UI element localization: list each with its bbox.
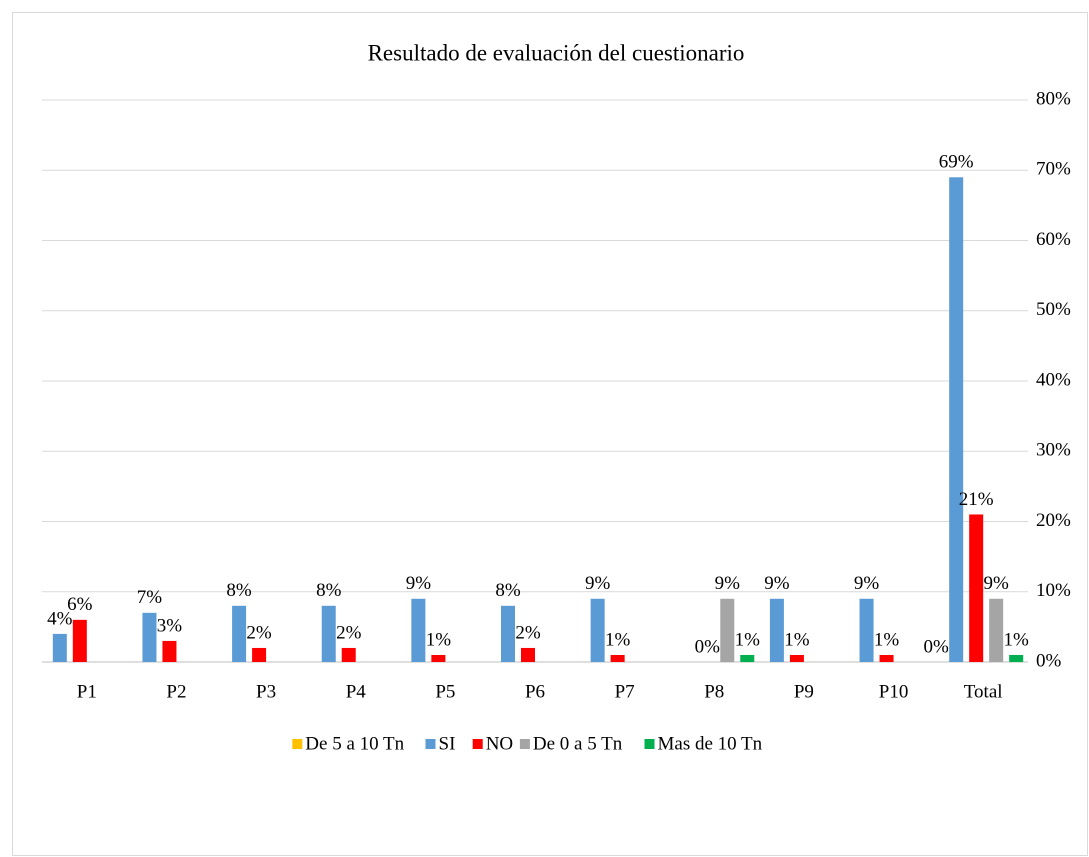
x-tick-label: P4 xyxy=(346,681,367,702)
bar xyxy=(52,633,67,662)
y-tick-label: 80% xyxy=(1036,88,1071,109)
bar xyxy=(789,654,804,662)
bar xyxy=(610,654,625,662)
x-tick-label: P1 xyxy=(77,681,97,702)
legend-swatch xyxy=(644,739,655,749)
data-label: 8% xyxy=(316,580,342,601)
y-tick-label: 20% xyxy=(1036,510,1071,531)
bar xyxy=(769,598,784,662)
bar xyxy=(232,605,247,662)
data-label: 2% xyxy=(515,622,541,643)
legend-swatch xyxy=(425,739,436,749)
legend-label: De 0 a 5 Tn xyxy=(533,733,623,754)
x-tick-label: P5 xyxy=(435,681,455,702)
data-label: 1% xyxy=(874,629,900,650)
bar xyxy=(521,647,535,662)
bar xyxy=(720,598,735,662)
data-label: 8% xyxy=(495,580,521,601)
legend-label: De 5 a 10 Tn xyxy=(305,733,404,754)
legend-label: Mas de 10 Tn xyxy=(658,733,763,754)
y-tick-label: 40% xyxy=(1036,369,1071,390)
data-label: 4% xyxy=(47,608,73,629)
data-label: 1% xyxy=(784,629,810,650)
data-label: 69% xyxy=(939,152,974,173)
legend-swatch xyxy=(519,739,530,749)
y-tick-label: 50% xyxy=(1036,299,1071,320)
chart-frame xyxy=(12,12,1088,856)
x-tick-label: P10 xyxy=(879,681,909,702)
bar xyxy=(142,612,157,662)
x-tick-label: P2 xyxy=(166,681,186,702)
legend-label: NO xyxy=(486,733,513,754)
data-label: 6% xyxy=(67,594,93,615)
bar xyxy=(740,654,755,662)
legend-swatch xyxy=(292,739,303,749)
data-label: 1% xyxy=(426,629,452,650)
bar xyxy=(1009,654,1024,662)
bar xyxy=(341,647,356,662)
bar xyxy=(162,640,177,662)
bar xyxy=(501,605,515,662)
data-label: 9% xyxy=(715,573,741,594)
data-label: 9% xyxy=(585,573,611,594)
bar xyxy=(969,514,984,662)
chart-title: Resultado de evaluación del cuestionario xyxy=(368,40,745,65)
y-tick-label: 60% xyxy=(1036,229,1071,250)
bar xyxy=(590,598,605,662)
data-label: 9% xyxy=(406,573,432,594)
data-label: 1% xyxy=(605,629,631,650)
bar xyxy=(859,598,874,662)
bar xyxy=(411,598,426,662)
data-label: 7% xyxy=(137,587,163,608)
data-label: 3% xyxy=(157,615,183,636)
bar xyxy=(431,654,446,662)
data-label: 1% xyxy=(1004,629,1030,650)
y-tick-label: 10% xyxy=(1036,580,1071,601)
data-label: 2% xyxy=(336,622,362,643)
y-tick-label: 70% xyxy=(1036,159,1071,180)
x-tick-label: P6 xyxy=(525,681,545,702)
bar xyxy=(252,647,267,662)
bar xyxy=(949,177,964,662)
x-tick-label: P9 xyxy=(794,681,814,702)
y-tick-label: 30% xyxy=(1036,440,1071,461)
bar xyxy=(321,605,336,662)
data-label: 1% xyxy=(735,629,761,650)
y-tick-label: 0% xyxy=(1036,650,1062,671)
bar xyxy=(989,598,1004,662)
x-tick-label: P7 xyxy=(615,681,635,702)
legend-swatch xyxy=(472,739,483,749)
bar xyxy=(879,654,894,662)
legend-label: SI xyxy=(439,733,456,754)
bar xyxy=(72,619,87,662)
data-label: 9% xyxy=(764,573,790,594)
data-label: 0% xyxy=(924,636,950,657)
data-label: 9% xyxy=(854,573,880,594)
data-label: 2% xyxy=(246,622,272,643)
data-label: 9% xyxy=(984,573,1010,594)
data-label: 0% xyxy=(695,636,721,657)
data-label: 21% xyxy=(959,489,994,510)
x-tick-label: Total xyxy=(964,681,1003,702)
data-label: 8% xyxy=(226,580,252,601)
x-tick-label: P3 xyxy=(256,681,276,702)
x-tick-label: P8 xyxy=(704,681,724,702)
